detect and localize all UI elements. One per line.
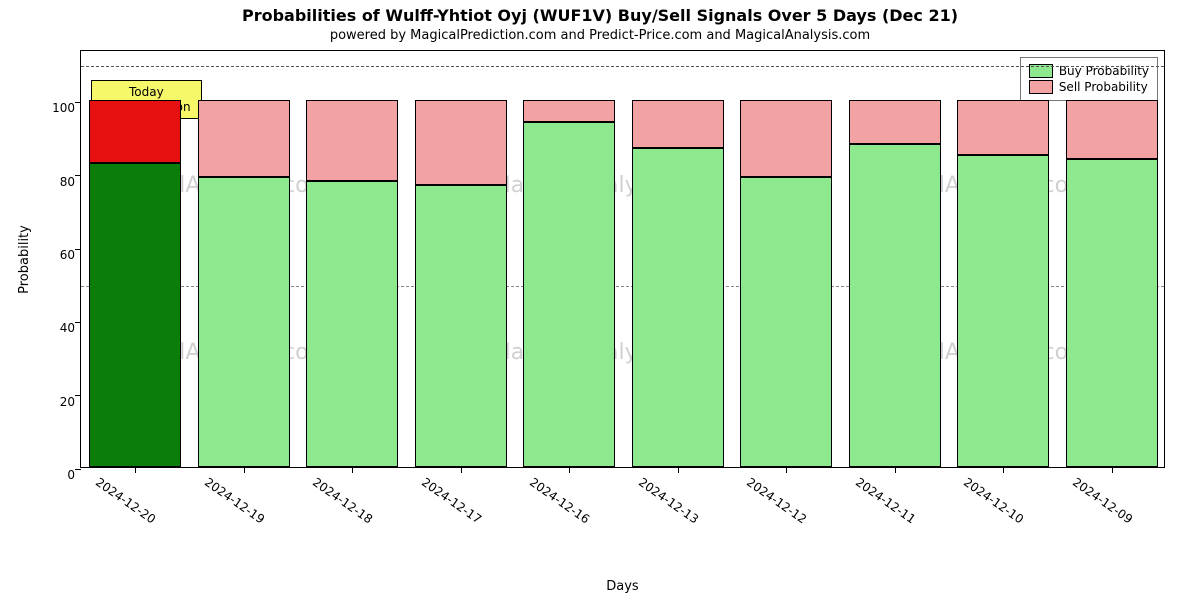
plot-area: Buy Probability Sell Probability Today L…	[80, 50, 1165, 468]
bar-group	[632, 49, 724, 467]
x-tick-label: 2024-12-18	[310, 475, 375, 526]
bar-sell	[849, 100, 941, 144]
y-tick-label: 0	[35, 468, 81, 482]
bar-sell	[306, 100, 398, 181]
bar-buy	[849, 144, 941, 467]
x-tick-mark	[1112, 467, 1113, 473]
bar-group	[740, 49, 832, 467]
bar-buy	[306, 181, 398, 467]
x-tick-mark	[1003, 467, 1004, 473]
y-tick-label: 40	[35, 321, 81, 335]
x-tick-mark	[461, 467, 462, 473]
x-tick-label: 2024-12-16	[527, 475, 592, 526]
bar-buy	[89, 163, 181, 467]
bar-buy	[740, 177, 832, 467]
bar-buy	[523, 122, 615, 467]
bar-group	[957, 49, 1049, 467]
x-tick-label: 2024-12-10	[961, 475, 1026, 526]
y-tick-label: 20	[35, 395, 81, 409]
x-tick-label: 2024-12-20	[93, 475, 158, 526]
x-tick-mark	[135, 467, 136, 473]
y-axis-label: Probability	[14, 50, 34, 468]
x-tick-label: 2024-12-12	[744, 475, 809, 526]
x-tick-mark	[786, 467, 787, 473]
bar-sell	[198, 100, 290, 177]
bar-group	[849, 49, 941, 467]
x-tick-mark	[352, 467, 353, 473]
bar-sell	[957, 100, 1049, 155]
bar-sell	[740, 100, 832, 177]
x-tick-mark	[678, 467, 679, 473]
y-tick-mark	[75, 322, 81, 323]
bar-sell	[632, 100, 724, 148]
x-tick-label: 2024-12-11	[853, 475, 918, 526]
y-tick-mark	[75, 249, 81, 250]
y-axis-label-text: Probability	[17, 225, 32, 294]
x-tick-label: 2024-12-17	[419, 475, 484, 526]
bar-sell	[415, 100, 507, 184]
y-tick-mark	[75, 175, 81, 176]
y-tick-mark	[75, 102, 81, 103]
y-tick-mark	[75, 395, 81, 396]
bar-group	[198, 49, 290, 467]
bar-buy	[632, 148, 724, 467]
bar-sell	[1066, 100, 1158, 159]
bar-group	[523, 49, 615, 467]
y-tick-label: 60	[35, 248, 81, 262]
y-tick-label: 100	[35, 101, 81, 115]
bar-sell	[89, 100, 181, 162]
x-tick-label: 2024-12-19	[202, 475, 267, 526]
x-tick-mark	[244, 467, 245, 473]
bar-buy	[415, 185, 507, 467]
x-tick-label: 2024-12-13	[636, 475, 701, 526]
bar-group	[89, 49, 181, 467]
x-tick-mark	[895, 467, 896, 473]
bar-buy	[198, 177, 290, 467]
y-tick-mark	[75, 469, 81, 470]
bar-buy	[957, 155, 1049, 467]
x-axis-label: Days	[80, 579, 1165, 594]
x-tick-mark	[569, 467, 570, 473]
bar-group	[1066, 49, 1158, 467]
chart-title: Probabilities of Wulff-Yhtiot Oyj (WUF1V…	[0, 6, 1200, 25]
bar-group	[306, 49, 398, 467]
chart-subtitle: powered by MagicalPrediction.com and Pre…	[0, 28, 1200, 43]
chart-container: Probabilities of Wulff-Yhtiot Oyj (WUF1V…	[0, 0, 1200, 600]
bar-sell	[523, 100, 615, 122]
bar-buy	[1066, 159, 1158, 467]
y-tick-label: 80	[35, 175, 81, 189]
x-tick-label: 2024-12-09	[1070, 475, 1135, 526]
bar-group	[415, 49, 507, 467]
